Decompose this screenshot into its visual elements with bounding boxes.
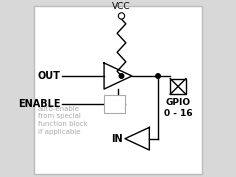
Text: VCC: VCC — [112, 2, 131, 11]
Circle shape — [118, 13, 125, 19]
Text: ENABLE: ENABLE — [18, 99, 61, 109]
Text: OUT: OUT — [38, 71, 61, 81]
FancyBboxPatch shape — [34, 6, 202, 173]
Text: IN: IN — [112, 134, 123, 144]
Text: auto-enable
from special
function block
if applicable: auto-enable from special function block … — [38, 106, 88, 135]
Bar — [170, 79, 186, 94]
Circle shape — [156, 74, 160, 78]
Circle shape — [119, 74, 124, 78]
Text: GPIO
0 - 16: GPIO 0 - 16 — [164, 98, 192, 118]
Text: 1: 1 — [111, 99, 118, 109]
Bar — [104, 95, 125, 113]
